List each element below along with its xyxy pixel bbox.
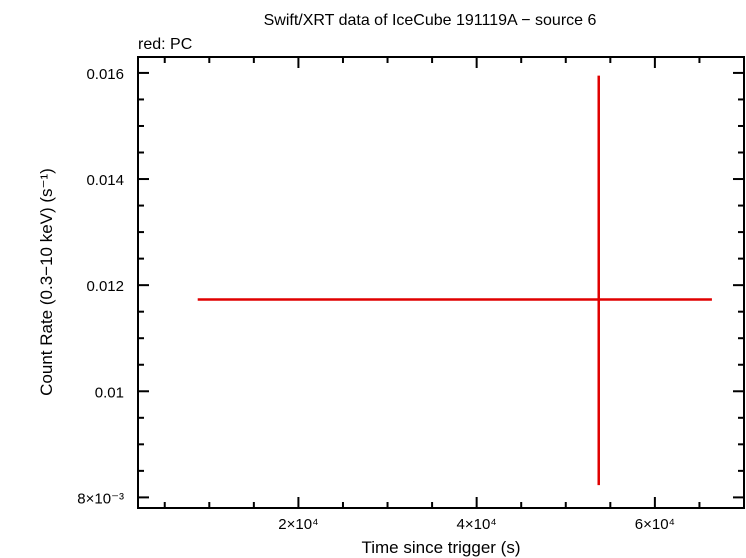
x-tick-label: 4×10⁴ [457,516,497,533]
plot-area [197,75,712,486]
x-axis-label: Time since trigger (s) [361,538,520,557]
y-tick-label: 0.01 [95,384,124,401]
chart-title: Swift/XRT data of IceCube 191119A − sour… [264,12,597,29]
y-tick-label: 0.016 [86,66,124,83]
y-tick-label: 0.014 [86,172,124,189]
x-tick-label: 2×10⁴ [278,516,318,533]
y-axis-label: Count Rate (0.3−10 keV) (s⁻¹) [37,168,56,396]
axes: 2×10⁴ 4×10⁴ 6×10⁴ 8×10⁻³ 0.01 0.012 0.014 0.016 [77,57,745,533]
y-tick-label: 8×10⁻³ [77,490,124,507]
y-tick-label: 0.012 [86,278,124,295]
x-tick-label: 6×10⁴ [635,516,675,533]
plot-frame [137,56,745,509]
chart-subtitle: red: PC [138,36,192,53]
